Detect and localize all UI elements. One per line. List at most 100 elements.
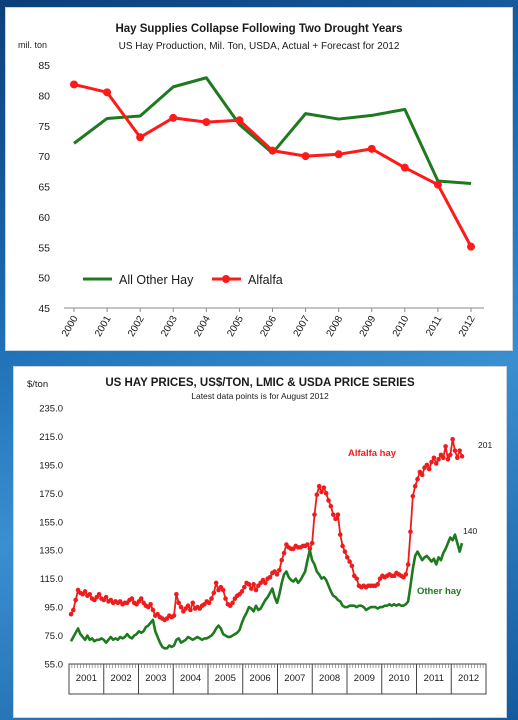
alfalfa-data-point: [150, 607, 156, 613]
alfalfa-data-point: [68, 611, 74, 617]
alfalfa-data-point: [103, 88, 112, 97]
alfalfa-data-point: [405, 562, 411, 567]
y-tick-label: 175.0: [39, 489, 63, 500]
x-tick-label: 2001: [76, 673, 97, 684]
alfalfa-data-point: [431, 455, 437, 461]
series-label-other-hay: Other hay: [417, 586, 462, 597]
legend-label-alfalfa: Alfalfa: [248, 273, 283, 287]
alfalfa-data-point: [71, 607, 76, 613]
alfalfa-data-point: [334, 150, 343, 159]
chart-subtitle: US Hay Production, Mil. Ton, USDA, Actua…: [119, 41, 400, 52]
alfalfa-data-point: [129, 596, 135, 601]
alfalfa-data-point: [314, 492, 320, 498]
series-label-alfalfa: Alfalfa hay: [348, 448, 397, 459]
alfalfa-data-point: [440, 455, 446, 461]
alfalfa-data-point: [312, 512, 317, 517]
y-tick-label: 50: [38, 273, 50, 285]
alfalfa-data-point: [408, 529, 413, 535]
alfalfa-data-point: [213, 580, 219, 586]
alfalfa-data-point: [333, 516, 338, 522]
alfalfa-data-point: [253, 587, 259, 593]
alfalfa-data-point: [337, 532, 343, 537]
alfalfa-data-point: [223, 596, 228, 601]
alfalfa-data-point: [148, 601, 153, 607]
alfalfa-data-point: [415, 476, 420, 482]
x-tick-label: 2012: [458, 673, 479, 684]
y-tick-label: 215.0: [39, 432, 63, 443]
y-tick-label: 115.0: [40, 574, 63, 585]
y-axis-label: $/ton: [27, 379, 48, 390]
y-tick-label: 85: [38, 60, 50, 72]
production-chart: Hay Supplies Collapse Following Two Drou…: [18, 23, 484, 339]
x-tick-label: 2008: [325, 314, 346, 339]
alfalfa-data-point: [274, 572, 280, 577]
alfalfa-data-point: [375, 582, 381, 587]
y-tick-label: 80: [38, 90, 50, 102]
alfalfa-data-point: [178, 604, 184, 610]
alfalfa-data-point: [206, 600, 212, 606]
prices-chart: US HAY PRICES, US$/TON, LMIC & USDA PRIC…: [27, 377, 492, 695]
x-tick-label: 2012: [457, 314, 478, 339]
x-tick-label: 2006: [258, 314, 279, 339]
x-tick-label: 2010: [391, 314, 412, 339]
alfalfa-data-point: [87, 592, 93, 597]
end-value-other-hay: 140: [463, 526, 477, 536]
y-tick-label: 155.0: [39, 517, 63, 528]
y-tick-label: 195.0: [39, 460, 63, 471]
x-tick-label: 2005: [225, 314, 246, 339]
alfalfa-data-point: [347, 559, 352, 564]
alfalfa-data-point: [248, 586, 254, 591]
alfalfa-data-point: [340, 543, 345, 549]
alfalfa-data-point: [328, 503, 334, 509]
alfalfa-data-point: [176, 600, 182, 606]
y-tick-label: 75.0: [45, 631, 64, 642]
alfalfa-data-point: [188, 607, 193, 613]
alfalfa-data-point: [251, 582, 256, 587]
alfalfa-data-point: [263, 580, 268, 586]
alfalfa-data-point: [445, 456, 451, 462]
chart-title: US HAY PRICES, US$/TON, LMIC & USDA PRIC…: [105, 377, 415, 389]
legend-marker-alfalfa: [222, 275, 230, 283]
alfalfa-data-point: [138, 596, 144, 601]
alfalfa-data-point: [169, 113, 178, 122]
x-tick-label: 2010: [389, 673, 410, 684]
alfalfa-data-point: [190, 600, 196, 606]
x-tick-label: 2007: [284, 673, 305, 684]
x-tick-label: 2000: [60, 314, 81, 339]
y-tick-label: 70: [38, 151, 50, 163]
x-tick-label: 2004: [192, 314, 213, 339]
alfalfa-data-point: [330, 512, 336, 517]
x-tick-label: 2003: [145, 673, 166, 684]
alfalfa-data-point: [433, 180, 442, 189]
chart-title: Hay Supplies Collapse Following Two Drou…: [115, 23, 402, 35]
alfalfa-data-point: [281, 550, 287, 556]
x-tick-label: 2005: [215, 673, 236, 684]
alfalfa-data-point: [450, 436, 455, 442]
production-chart-panel: Hay Supplies Collapse Following Two Drou…: [5, 7, 513, 351]
alfalfa-data-point: [235, 116, 244, 125]
alfalfa-data-point: [344, 555, 350, 560]
alfalfa-data-point: [342, 549, 348, 554]
alfalfa-data-point: [239, 589, 245, 594]
alfalfa-data-point: [321, 485, 327, 490]
alfalfa-data-point: [103, 594, 109, 600]
x-tick-label: 2004: [180, 673, 201, 684]
y-tick-label: 135.0: [39, 546, 63, 557]
alfalfa-data-point: [323, 491, 329, 496]
alfalfa-data-point: [419, 472, 425, 478]
alfalfa-data-point: [452, 448, 458, 453]
y-tick-label: 95.0: [45, 603, 64, 614]
alfalfa-data-point: [354, 576, 359, 581]
alfalfa-data-point: [455, 455, 460, 461]
y-tick-label: 55.0: [45, 660, 64, 671]
alfalfa-data-point: [301, 152, 310, 161]
chart-subtitle: Latest data points is for August 2012: [191, 391, 329, 401]
alfalfa-data-point: [73, 597, 78, 603]
x-tick-label: 2001: [93, 314, 114, 339]
alfalfa-data-point: [412, 483, 418, 489]
series-line-other-hay: [69, 533, 464, 650]
alfalfa-data-point: [209, 596, 214, 601]
alfalfa-data-point: [70, 80, 78, 89]
x-tick-label: 2011: [424, 314, 444, 339]
alfalfa-data-point: [174, 592, 179, 597]
